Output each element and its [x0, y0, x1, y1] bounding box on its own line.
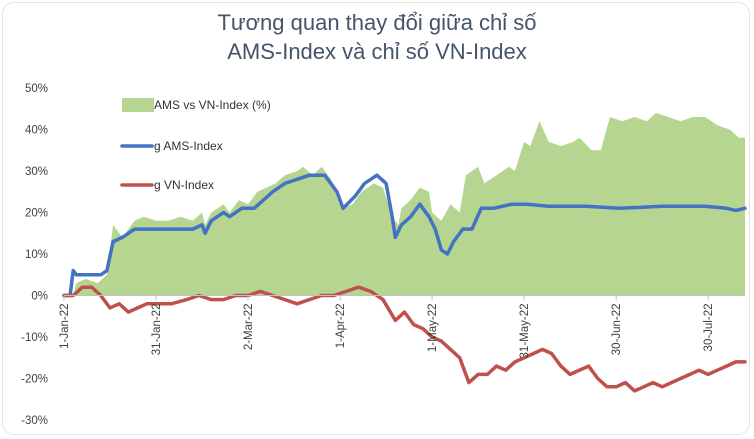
x-tick-label: 1-Apr-22 — [335, 304, 347, 349]
series-line-1 — [62, 173, 747, 298]
y-tick-label: 10% — [25, 249, 48, 261]
legend-label: g AMS-Index — [154, 139, 223, 153]
area-layer — [64, 112, 745, 296]
x-tick-label: 2-Mar-22 — [243, 304, 255, 351]
chart-title-line-2: AMS-Index và chỉ số VN-Index — [227, 39, 527, 64]
x-tick-label: 31-May-22 — [519, 304, 531, 359]
y-tick-label: -10% — [21, 332, 48, 344]
y-tick-label: 20% — [25, 208, 48, 220]
legend-label: g VN-Index — [154, 178, 214, 192]
legend: AMS vs VN-Index (%) g AMS-Index g VN-Index — [120, 98, 271, 192]
x-tick-label: 30-Jun-22 — [611, 304, 623, 356]
x-tick-label: 1-May-22 — [427, 304, 439, 353]
x-tick-label: 1-Jan-22 — [59, 304, 71, 349]
chart-title-line-1: Tương quan thay đổi giữa chỉ số — [217, 10, 537, 35]
y-tick-label: 30% — [25, 166, 48, 178]
chart-title: Tương quan thay đổi giữa chỉ số AMS-Inde… — [0, 8, 754, 66]
y-tick-label: -30% — [21, 415, 48, 427]
y-tick-label: 0% — [31, 291, 48, 303]
series-area-0 — [64, 112, 745, 296]
lines-layer — [62, 173, 747, 393]
axis-layer: 50% 40% 30% 20% 10% 0% -10% -20% -30% 1-Jan-22 31-… — [21, 83, 745, 427]
legend-swatch — [122, 98, 154, 112]
legend-label: AMS vs VN-Index (%) — [154, 98, 271, 112]
x-tick-label: 30-Jul-22 — [703, 304, 715, 352]
y-tick-label: 40% — [25, 125, 48, 137]
y-tick-label: -20% — [21, 374, 48, 386]
series-line-2 — [62, 285, 747, 393]
x-tick-label: 31-Jan-22 — [151, 304, 163, 356]
y-tick-label: 50% — [25, 83, 48, 95]
